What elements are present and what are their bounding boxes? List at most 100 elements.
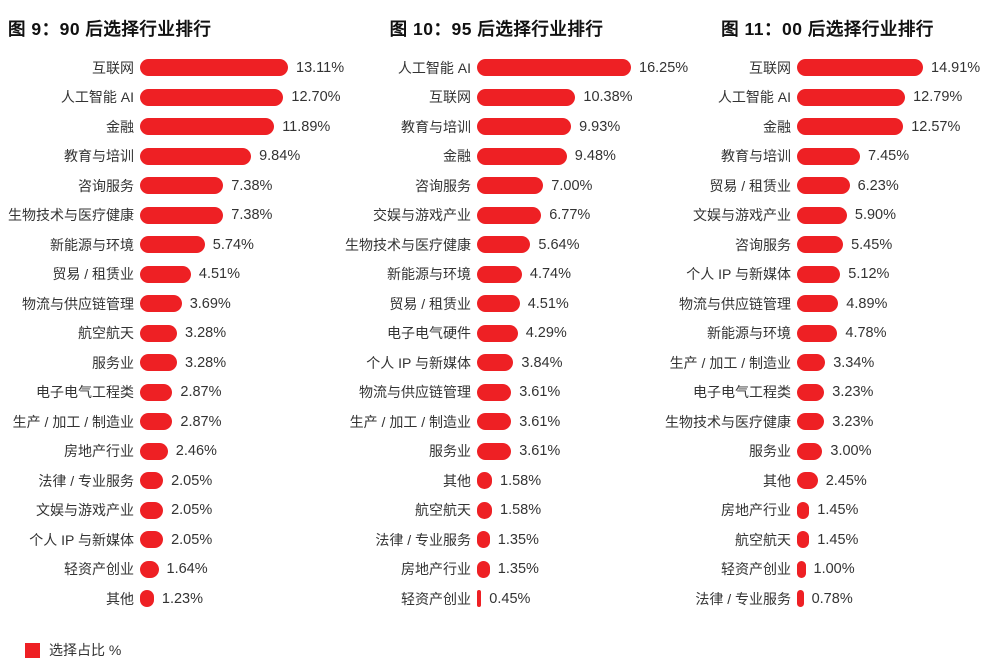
category-label: 轻资产创业 <box>401 590 471 607</box>
bar-row: 贸易 / 租赁业 4.51% <box>0 260 331 290</box>
value-label: 0.45% <box>489 590 531 607</box>
value-label: 2.05% <box>171 502 213 519</box>
bar <box>140 590 154 608</box>
value-label: 4.51% <box>198 266 241 283</box>
bar <box>140 88 284 106</box>
bar <box>797 206 847 224</box>
value-label: 5.90% <box>854 207 897 224</box>
bar-row: 教育与培训 9.93% <box>331 112 662 142</box>
value-label: 4.78% <box>845 325 887 342</box>
bar <box>140 118 275 136</box>
category-label: 其他 <box>443 472 471 489</box>
bar-row: 文娱与游戏产业 5.90% <box>662 201 993 231</box>
bar <box>140 383 173 401</box>
value-label: 4.51% <box>527 295 569 312</box>
chart-title: 图 10：95 后选择行业排行 <box>389 19 604 39</box>
value-label: 3.28% <box>185 354 227 371</box>
value-label: 3.61% <box>519 384 561 401</box>
category-label: 教育与培训 <box>64 148 134 165</box>
value-label: 3.23% <box>832 413 874 430</box>
bar <box>797 295 839 313</box>
bar-row: 航空航天 1.58% <box>331 496 662 526</box>
bar <box>140 265 191 283</box>
category-label: 法律 / 专业服务 <box>38 472 134 489</box>
bar-rows: 互联网 13.11% 人工智能 AI 12.70% 金融 11.89% 教育与培训 9.84%… <box>0 53 344 614</box>
value-label: 12.70% <box>291 89 341 106</box>
category-label: 房地产行业 <box>64 443 134 460</box>
value-label: 7.38% <box>231 177 273 194</box>
bar-row: 个人 IP 与新媒体 2.05% <box>0 525 331 555</box>
value-label: 9.84% <box>259 148 301 165</box>
category-label: 服务业 <box>749 443 791 460</box>
bar-row: 金融 12.57% <box>662 112 993 142</box>
bar-row: 生物技术与医疗健康 3.23% <box>662 407 993 437</box>
bar <box>477 472 492 490</box>
bar-row: 物流与供应链管理 3.61% <box>331 378 662 408</box>
bar <box>797 531 810 549</box>
bar-row: 个人 IP 与新媒体 3.84% <box>331 348 662 378</box>
bar <box>140 59 288 77</box>
bar <box>477 118 572 136</box>
bar-row: 人工智能 AI 16.25% <box>331 53 688 83</box>
category-label: 人工智能 AI <box>717 89 791 106</box>
bar-row: 轻资产创业 1.64% <box>0 555 331 585</box>
bar-row: 生产 / 加工 / 制造业 3.61% <box>331 407 662 437</box>
bar-row: 生物技术与医疗健康 5.64% <box>331 230 662 260</box>
bar-row: 人工智能 AI 12.70% <box>0 83 341 113</box>
bar <box>140 147 252 165</box>
value-label: 2.87% <box>180 384 222 401</box>
bar <box>140 442 168 460</box>
bar <box>477 59 631 77</box>
bar <box>477 177 544 195</box>
bar <box>797 383 825 401</box>
value-label: 3.69% <box>189 295 231 312</box>
bar <box>797 59 923 77</box>
bar <box>477 354 514 372</box>
value-label: 1.35% <box>497 561 539 578</box>
value-label: 12.79% <box>913 89 963 106</box>
category-label: 航空航天 <box>735 531 791 548</box>
category-label: 个人 IP 与新媒体 <box>686 266 791 283</box>
value-label: 10.38% <box>583 89 633 106</box>
bar-row: 互联网 14.91% <box>662 53 993 83</box>
bar <box>140 295 182 313</box>
bar <box>477 590 482 608</box>
category-label: 轻资产创业 <box>64 561 134 578</box>
bar <box>797 147 860 165</box>
category-label: 生物技术与医疗健康 <box>665 413 791 430</box>
category-label: 电子电气硬件 <box>387 325 471 342</box>
bar-row: 法律 / 专业服务 2.05% <box>0 466 331 496</box>
value-label: 3.00% <box>830 443 872 460</box>
value-label: 12.57% <box>911 118 961 135</box>
category-label: 生产 / 加工 / 制造业 <box>12 413 134 430</box>
value-label: 7.38% <box>231 207 273 224</box>
bar-row: 文娱与游戏产业 2.05% <box>0 496 331 526</box>
value-label: 1.58% <box>500 472 542 489</box>
bar-row: 房地产行业 1.35% <box>331 555 662 585</box>
value-label: 3.23% <box>832 384 874 401</box>
category-label: 咨询服务 <box>415 177 471 194</box>
category-label: 交娱与游戏产业 <box>373 207 471 224</box>
category-label: 房地产行业 <box>401 561 471 578</box>
bar <box>140 413 173 431</box>
bar-row: 轻资产创业 1.00% <box>662 555 993 585</box>
category-label: 服务业 <box>92 354 134 371</box>
bar-row: 贸易 / 租赁业 4.51% <box>331 289 662 319</box>
bar-row: 法律 / 专业服务 1.35% <box>331 525 662 555</box>
category-label: 互联网 <box>92 59 134 76</box>
bar-row: 咨询服务 7.38% <box>0 171 331 201</box>
bar <box>477 413 512 431</box>
bar-rows: 互联网 14.91% 人工智能 AI 12.79% 金融 12.57% 教育与培训 7.45%… <box>662 53 993 614</box>
bar-row: 电子电气硬件 4.29% <box>331 319 662 349</box>
category-label: 物流与供应链管理 <box>679 295 791 312</box>
value-label: 2.05% <box>171 472 213 489</box>
bar-row: 服务业 3.28% <box>0 348 331 378</box>
bar-row: 轻资产创业 0.45% <box>331 584 662 614</box>
bar <box>477 88 576 106</box>
value-label: 13.11% <box>296 59 345 76</box>
bar-row: 互联网 13.11% <box>0 53 344 83</box>
category-label: 生物技术与医疗健康 <box>345 236 471 253</box>
value-label: 1.35% <box>497 531 539 548</box>
category-label: 生产 / 加工 / 制造业 <box>349 413 471 430</box>
